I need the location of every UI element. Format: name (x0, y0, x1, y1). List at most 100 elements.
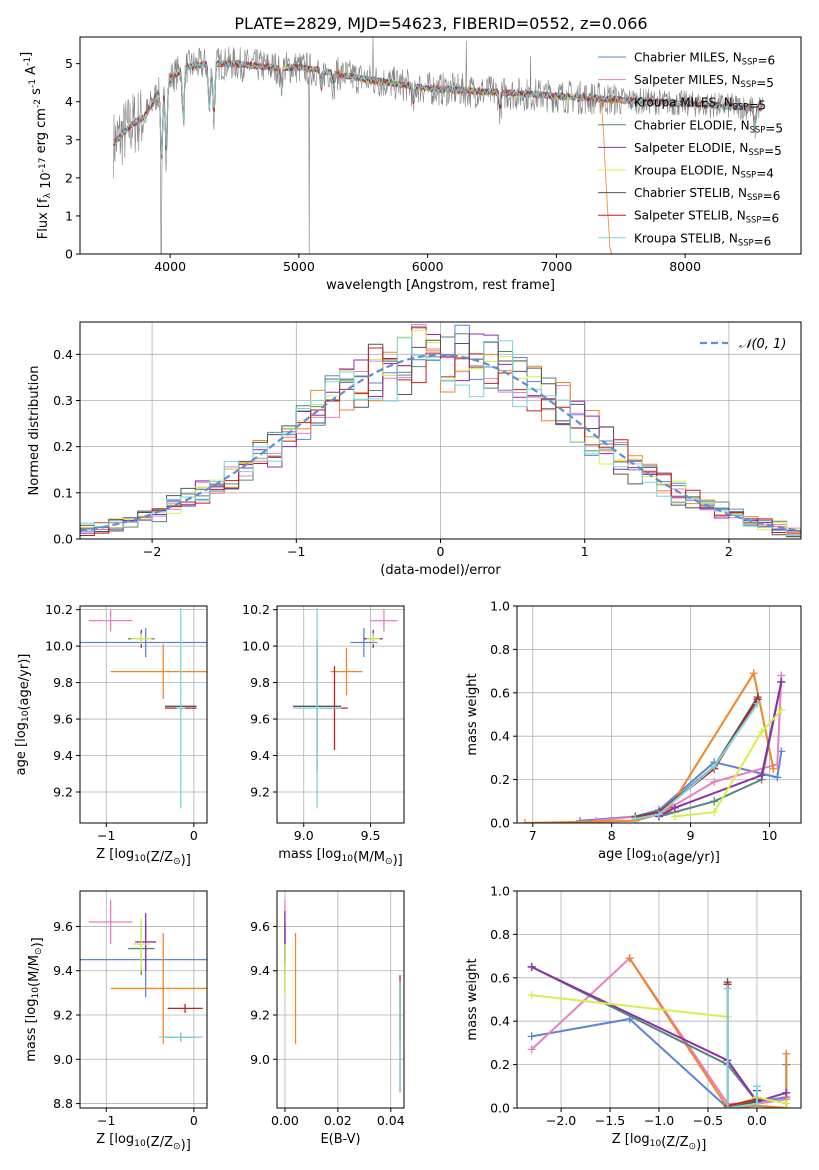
x-axis-label: (data-model)/error (380, 563, 501, 578)
weight-line (635, 698, 759, 820)
y-tick-label: 9.2 (250, 1008, 270, 1023)
x-tick-label: 8 (608, 828, 616, 843)
y-tick-label: 9.6 (53, 919, 73, 934)
plot-area (113, 37, 763, 254)
y-tick-label: 9.6 (250, 919, 270, 934)
y-tick-label: 0.4 (53, 347, 73, 362)
x-axis-label: mass [log10(M/M⊙)] (278, 847, 402, 868)
legend-entry: Salpeter STELIB, NSSP=6 (634, 209, 779, 226)
weight-marker (527, 1045, 536, 1054)
weight-series-salpeter-elodie (655, 677, 786, 821)
y-tick-label: 9.0 (250, 1052, 270, 1067)
model-fit-salpeter-stelib (113, 59, 763, 154)
plot-area (80, 899, 207, 1044)
weight-marker (520, 819, 529, 823)
x-axis-label: E(B-V) (320, 1132, 360, 1147)
weight-marker (777, 706, 786, 715)
x-axis-label: Z [log10(Z/Z⊙)] (612, 1132, 707, 1153)
x-axis-label: age [log10(age/yr)] (598, 847, 720, 865)
axes-frame: 4000 5000 6000 7000 8000 0 1 2 3 4 5 wavelength [An… (19, 36, 802, 293)
weight-line (531, 994, 787, 1108)
y-tick-label: 9.0 (53, 1052, 73, 1067)
x-tick-label: 7000 (540, 259, 572, 274)
histogram-salpeter-stelib (80, 347, 801, 539)
axes-frame: −1 0 8.8 9.0 9.2 9.4 9.6 Z [log10(Z/Z⊙)] mass [l… (24, 890, 208, 1153)
weight-marker (631, 814, 640, 823)
y-tick-label: 9.4 (53, 748, 73, 763)
x-axis-label: Z [log10(Z/Z⊙)] (96, 847, 191, 868)
axes-border (79, 605, 208, 824)
weight-marker (670, 803, 679, 812)
y-axis-label: Normed distribution (27, 366, 42, 496)
y-tick-label: 4 (65, 94, 73, 109)
weight-marker (710, 762, 719, 771)
y-tick-label: 9.8 (250, 675, 270, 690)
x-tick-label: −2 (143, 544, 161, 559)
x-tick-label: 0 (190, 1113, 198, 1128)
x-tick-label: 0.0 (747, 1113, 767, 1128)
weight-marker (773, 760, 782, 769)
errorbar-kroupa-elodie (132, 917, 151, 971)
weight-marker (710, 808, 719, 817)
x-tick-label: −0.5 (693, 1113, 723, 1128)
errorbar-kroupa-elodie (366, 633, 380, 645)
legend-entry: Chabrier STELIB, NSSP=6 (634, 186, 780, 203)
y-tick-label: 0.4 (490, 729, 510, 744)
weight-line (658, 681, 783, 818)
weight-line (531, 966, 758, 1103)
plot-area (293, 607, 398, 809)
weight-line (674, 709, 783, 818)
histogram-chabrier-stelib (80, 339, 801, 539)
weight-series-chabrier-stelib (723, 978, 761, 1108)
weight-marker (655, 810, 663, 819)
weight-marker (782, 1099, 791, 1108)
errorbar-chabrier-miles (80, 627, 207, 658)
weight-marker (527, 1032, 536, 1041)
weight-marker (777, 677, 786, 686)
x-tick-label: −1.0 (644, 1113, 674, 1128)
errorbar-kroupa-miles (110, 933, 207, 1044)
panel-weight_vs_Z: −2.0 −1.5 −1.0 −0.5 0.0 0.0 0.2 0.4 0.6 0.8 1.0 Z [… (465, 884, 802, 1153)
weight-marker (752, 1099, 761, 1108)
weight-marker (782, 1049, 791, 1058)
weight-series-salpeter-stelib (631, 695, 762, 823)
grid (517, 890, 801, 1109)
y-tick-label: 0.2 (490, 1057, 510, 1072)
y-tick-label: 3 (65, 132, 73, 147)
x-tick-label: 6000 (412, 259, 444, 274)
y-tick-label: 9.2 (53, 1008, 73, 1023)
panel-age_vs_mass: 9.0 9.5 9.2 9.4 9.6 9.8 10.0 10.2 mass [log10(M/… (242, 602, 405, 868)
x-tick-label: 0.04 (377, 1113, 405, 1128)
errorbar-salpeter-stelib (167, 1003, 203, 1013)
x-tick-label: 2 (725, 544, 733, 559)
legend: 𝒩(0, 1) (700, 337, 786, 352)
panel-weight_vs_age: 7 8 9 10 0.0 0.2 0.4 0.6 0.8 1.0 age [log10(age/yr… (465, 599, 802, 865)
y-tick-label: 1 (65, 208, 73, 223)
y-tick-label: 9.8 (53, 675, 73, 690)
y-tick-label: 0.0 (53, 532, 73, 547)
model-fit-kroupa-miles (113, 59, 613, 254)
x-tick-label: 10 (761, 828, 777, 843)
errorbar-kroupa-elodie (130, 633, 152, 645)
weight-marker (782, 1088, 791, 1097)
weight-line (726, 982, 758, 1108)
weight-marker (773, 773, 782, 782)
axes-frame: −2 −1 0 1 2 0.0 0.1 0.2 0.3 0.4 (data-model)/error… (27, 321, 802, 578)
weight-series-kroupa-elodie (670, 706, 786, 821)
y-axis-label: mass weight (465, 958, 480, 1040)
y-tick-label: 0.1 (53, 485, 73, 500)
weight-marker (723, 1104, 732, 1108)
axes-border (516, 605, 802, 824)
errorbar-kroupa-stelib (176, 607, 186, 809)
x-tick-label: −1 (287, 544, 305, 559)
plot-area (527, 954, 791, 1108)
y-tick-label: 0.6 (490, 970, 510, 985)
weight-series-kroupa-stelib (631, 699, 762, 823)
weight-marker (710, 797, 719, 806)
legend: Chabrier MILES, NSSP=6 Salpeter MILES, NS… (598, 51, 783, 248)
panel-residuals: −2 −1 0 1 2 0.0 0.1 0.2 0.3 0.4 (data-model)/error… (27, 321, 802, 578)
weight-marker (710, 777, 719, 786)
y-tick-label: 10.2 (45, 602, 73, 617)
axes-frame: 0.00 0.02 0.04 9.0 9.2 9.4 9.6 E(B-V) (250, 890, 405, 1147)
y-tick-label: 0.4 (490, 1014, 510, 1029)
